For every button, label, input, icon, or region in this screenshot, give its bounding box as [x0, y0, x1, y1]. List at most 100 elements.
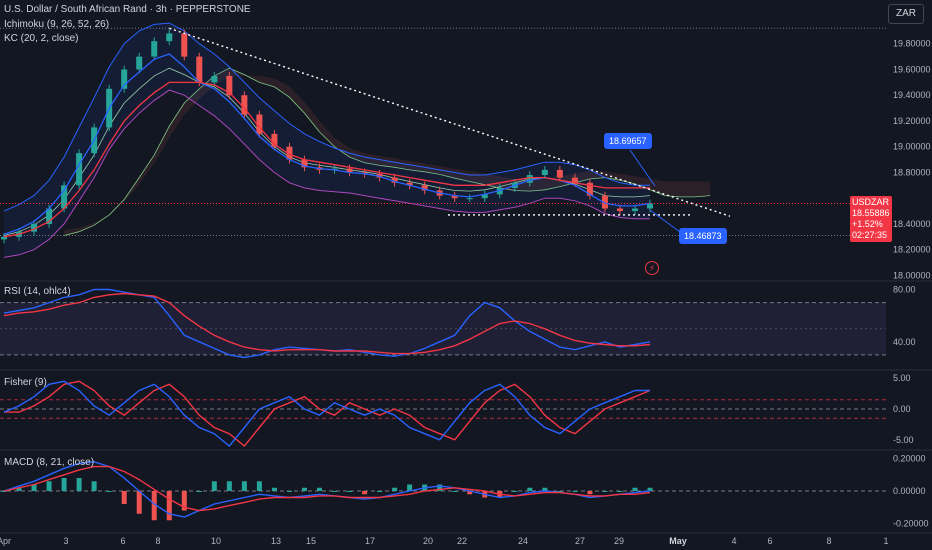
candle-body — [466, 198, 473, 200]
chart-title: U.S. Dollar / South African Rand · 3h · … — [4, 4, 251, 15]
price-tick-label: 18.80000 — [893, 167, 931, 177]
macd-histogram-bar — [437, 484, 443, 491]
price-tick-label: 19.60000 — [893, 64, 931, 74]
time-tick-label: 4 — [731, 536, 736, 546]
macd-histogram-bar — [46, 481, 52, 491]
fisher-trigger-line — [4, 380, 651, 447]
last-price: 18.55886 — [852, 208, 890, 218]
rsi-band — [0, 302, 886, 355]
candle-body — [256, 114, 263, 134]
candle-body — [301, 159, 308, 168]
symbol-label: USDZAR — [852, 197, 890, 208]
macd-histogram-bar — [256, 481, 262, 491]
candle-body — [451, 195, 458, 199]
candle-body — [166, 33, 173, 42]
time-tick-label: 27 — [575, 536, 585, 546]
macd-tick-label: 0.20000 — [893, 454, 926, 464]
fisher-tick-label: -5.00 — [893, 435, 914, 445]
macd-histogram-bar — [211, 481, 217, 491]
bar-countdown: 02:27:35 — [852, 230, 888, 240]
currency-button[interactable]: ZAR — [888, 4, 924, 24]
macd-histogram-bar — [557, 491, 563, 492]
candle-body — [46, 208, 53, 224]
macd-legend[interactable]: MACD (8, 21, close) — [4, 457, 95, 468]
macd-histogram-bar — [121, 491, 127, 504]
macd-histogram-bar — [602, 491, 608, 492]
price-tick-label: 19.20000 — [893, 116, 931, 126]
callout-high[interactable]: 18.69657 — [604, 133, 652, 149]
candle-body — [391, 177, 398, 183]
kc-upper-line — [3, 22, 650, 212]
macd-histogram-bar — [166, 491, 172, 521]
price-tick-label: 19.80000 — [893, 39, 931, 49]
time-tick-label: 20 — [423, 536, 433, 546]
macd-histogram-bar — [392, 487, 398, 491]
time-tick-label: May — [669, 536, 687, 546]
candle-body — [586, 182, 593, 196]
candle-body — [241, 95, 248, 115]
candle-body — [481, 194, 488, 199]
macd-line — [3, 461, 651, 518]
candle-body — [1, 236, 7, 240]
macd-histogram-bar — [362, 491, 368, 495]
time-tick-label: 22 — [457, 536, 467, 546]
candle-body — [647, 203, 653, 209]
macd-histogram-bar — [31, 484, 37, 491]
macd-histogram-bar — [301, 487, 307, 491]
candle-body — [616, 208, 623, 212]
time-tick-label: 17 — [365, 536, 375, 546]
candle-body — [286, 146, 293, 160]
macd-histogram-bar — [76, 478, 82, 491]
macd-histogram-bar — [286, 491, 292, 492]
macd-histogram-bar — [647, 487, 653, 491]
rsi-legend[interactable]: RSI (14, ohlc4) — [4, 286, 71, 297]
macd-histogram-bar — [226, 481, 232, 491]
candle-body — [331, 168, 338, 170]
macd-histogram-bar — [572, 491, 578, 492]
span-a-shifted — [64, 67, 711, 236]
candle-body — [556, 169, 563, 178]
rsi-tick-label: 80.00 — [893, 285, 916, 295]
macd-histogram-bar — [181, 491, 187, 511]
callout-low[interactable]: 18.46873 — [679, 228, 727, 244]
macd-histogram-bar — [527, 487, 533, 491]
candle-body — [61, 185, 68, 209]
macd-tick-label: -0.20000 — [893, 519, 929, 529]
macd-histogram-bar — [377, 491, 383, 492]
macd-histogram-bar — [512, 491, 518, 492]
price-tick-label: 19.00000 — [893, 142, 931, 152]
macd-histogram-bar — [467, 491, 473, 495]
macd-histogram-bar — [587, 491, 593, 495]
time-tick-label: 8 — [826, 536, 831, 546]
event-bolt-icon[interactable]: ⚡ — [645, 261, 659, 275]
macd-histogram-bar — [241, 481, 247, 491]
candle-body — [346, 168, 353, 173]
price-tick-label: 18.00000 — [893, 270, 931, 280]
callout-high-pointer — [629, 149, 656, 187]
candle-body — [76, 153, 83, 186]
ichimoku-legend[interactable]: Ichimoku (9, 26, 52, 26) — [4, 19, 110, 30]
macd-histogram-bar — [632, 487, 638, 491]
macd-histogram-bar — [106, 491, 112, 492]
candle-body — [526, 175, 533, 183]
kijun-line — [3, 81, 650, 238]
kc-legend[interactable]: KC (20, 2, close) — [4, 33, 79, 44]
kc-lower-line — [3, 89, 650, 258]
kc-fill — [4, 23, 650, 258]
fisher-legend[interactable]: Fisher (9) — [4, 377, 47, 388]
candle-body — [421, 185, 428, 191]
callout-low-pointer — [649, 209, 681, 233]
macd-histogram-bar — [617, 491, 623, 492]
time-tick-label: 13 — [271, 536, 281, 546]
macd-histogram-bar — [196, 491, 202, 492]
time-tick-label: 10 — [211, 536, 221, 546]
fisher-line — [3, 380, 650, 447]
fisher-tick-label: 5.00 — [893, 373, 911, 383]
time-tick-label: 24 — [518, 536, 528, 546]
macd-histogram-bar — [151, 491, 157, 521]
fisher-tick-label: 0.00 — [893, 404, 911, 414]
candle-body — [181, 33, 188, 57]
candle-body — [601, 195, 608, 209]
candle-body — [571, 177, 578, 183]
